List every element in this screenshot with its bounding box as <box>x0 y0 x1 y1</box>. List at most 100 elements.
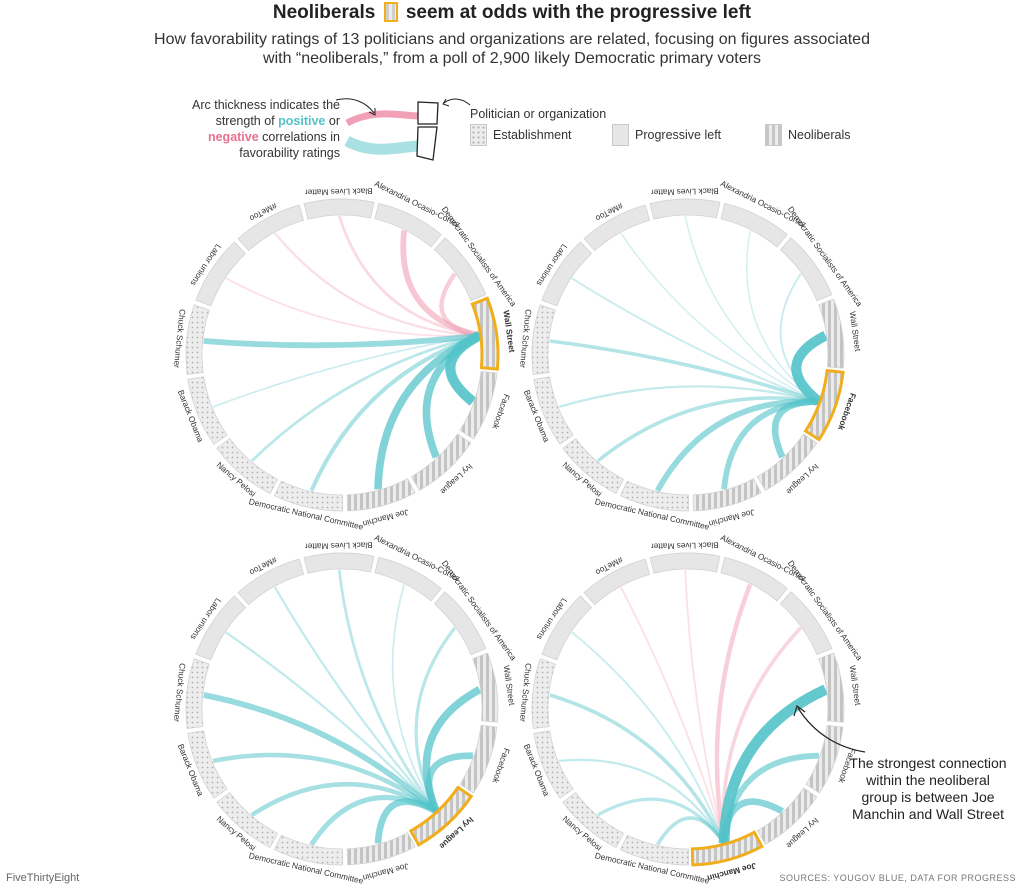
node-label-facebook: Facebook <box>490 747 512 785</box>
segment-joe-manchin <box>346 832 416 866</box>
legend-establishment: Establishment <box>493 128 572 142</box>
annotation-text: The strongest connection within the neol… <box>849 755 1007 822</box>
legend-arc-outro: correlations in favorability ratings <box>239 130 340 160</box>
node-label-joe-manchin: Joe Manchin <box>707 507 755 529</box>
chord-nancy-pelosi <box>597 797 726 845</box>
node-label-black-lives-matter: Black Lives Matter <box>651 540 719 551</box>
segment-black-lives-matter <box>303 198 375 220</box>
segment-black-lives-matter <box>649 552 721 574</box>
chord-chuck-schumer <box>203 332 480 349</box>
chord-nancy-pelosi <box>250 334 480 462</box>
chord-nancy-pelosi <box>596 396 820 463</box>
legend-positive-word: positive <box>278 114 326 128</box>
legend-pointer-arrow-right <box>443 98 471 106</box>
legend-arc-intro: Arc thickness indicates the strength of <box>192 98 340 128</box>
chord-metoo <box>274 232 480 337</box>
legend-node-segment-top <box>417 101 439 125</box>
chord-chart-ivy-league: Black Lives Matter Alexandria Ocasio-Cort… <box>172 532 519 886</box>
chord-barack-obama <box>558 758 725 844</box>
chord-alexandria-ocasio-cortez <box>400 230 481 339</box>
segment-ivy-league <box>410 433 472 491</box>
segment-chuck-schumer <box>531 658 556 729</box>
segment-democratic-socialists-of-america <box>433 237 487 302</box>
node-label-joe-manchin: Joe Manchin <box>361 861 409 883</box>
node-label-chuck-schumer: Chuck Schumer <box>518 663 534 723</box>
chart-title: Neoliberals seem at odds with the progre… <box>0 2 1024 24</box>
segment-ivy-league <box>756 433 818 491</box>
legend-arc-explanation: Arc thickness indicates the strength of … <box>182 97 340 161</box>
segment-alexandria-ocasio-cortez <box>374 556 442 602</box>
chord-chuck-schumer <box>549 339 820 404</box>
node-label-chuck-schumer: Chuck Schumer <box>518 309 534 369</box>
segment-metoo <box>583 558 651 606</box>
chord-chuck-schumer <box>203 692 439 814</box>
chord-black-lives-matter <box>684 569 725 844</box>
node-label-black-lives-matter: Black Lives Matter <box>305 540 373 551</box>
chord-labor-unions <box>225 631 438 812</box>
chords <box>203 215 482 492</box>
legend-negative-word: negative <box>207 130 259 144</box>
segment-labor-unions <box>195 241 247 307</box>
chord-alexandria-ocasio-cortez <box>714 583 753 844</box>
segment-barack-obama <box>187 376 228 445</box>
node-label-joe-manchin: Joe Manchin <box>361 507 409 529</box>
chord-wall-street <box>422 686 482 813</box>
segment-barack-obama <box>187 730 228 799</box>
chord-alexandria-ocasio-cortez <box>391 584 438 812</box>
chord-ivy-league <box>771 398 819 459</box>
segment-chuck-schumer <box>185 658 210 729</box>
segment-nancy-pelosi <box>562 792 625 849</box>
footer-brand: FiveThirtyEight <box>6 872 80 884</box>
neoliberal-swatch-icon <box>383 2 398 22</box>
segment-alexandria-ocasio-cortez <box>720 202 788 248</box>
segment-joe-manchin <box>692 478 762 512</box>
node-label-facebook: Facebook <box>490 393 512 431</box>
segment-democratic-socialists-of-america <box>433 591 487 656</box>
annotation-arrow <box>797 707 866 753</box>
segment-democratic-national-committee <box>619 480 690 512</box>
footer-sources: SOURCES: YOUGOV BLUE, DATA FOR PROGRESS <box>779 873 1016 883</box>
segment-nancy-pelosi <box>562 438 625 495</box>
segment-metoo <box>583 204 651 252</box>
legend-positive-arc <box>344 136 421 155</box>
segment-black-lives-matter <box>649 198 721 220</box>
segment-wall-street <box>818 298 845 369</box>
focus-highlight-wall-street <box>470 296 500 371</box>
segment-democratic-national-committee <box>273 834 344 866</box>
legend-progressive: Progressive left <box>635 128 722 142</box>
legend: Arc thickness indicates the strength of … <box>0 0 1024 180</box>
node-label-chuck-schumer: Chuck Schumer <box>172 309 188 369</box>
chord-chuck-schumer <box>549 693 726 845</box>
chord-metoo <box>620 586 725 844</box>
segment-nancy-pelosi <box>216 792 279 849</box>
node-label-black-lives-matter: Black Lives Matter <box>651 186 719 197</box>
node-label-wall-street: Wall Street <box>502 665 518 707</box>
segment-chuck-schumer <box>185 304 210 375</box>
focus-highlight-ivy-league <box>408 785 474 847</box>
legend-neoliberals: Neoliberals <box>788 128 851 142</box>
chord-metoo <box>273 586 438 812</box>
progressive-swatch-icon <box>612 124 629 146</box>
title-start: Neoliberals <box>272 2 376 23</box>
chords <box>203 569 482 846</box>
segment-wall-street <box>472 652 499 723</box>
chord-facebook <box>445 330 482 406</box>
chord-wall-street <box>791 330 828 406</box>
chord-chart-wall-street: Black Lives Matter Alexandria Ocasio-Cort… <box>172 178 519 532</box>
chord-democratic-national-committee <box>655 816 726 846</box>
legend-node-label: Politician or organization <box>470 107 607 121</box>
chord-barack-obama <box>558 385 820 409</box>
node-label-chuck-schumer: Chuck Schumer <box>172 663 188 723</box>
segment-labor-unions <box>541 241 593 307</box>
chord-labor-unions <box>571 631 725 844</box>
node-label-wall-street: Wall Street <box>848 311 864 353</box>
establishment-swatch-icon <box>470 124 487 146</box>
node-label-wall-street: Wall Street <box>501 309 517 353</box>
segment-alexandria-ocasio-cortez <box>374 202 442 248</box>
legend-pointer-arrowhead-left <box>368 108 376 116</box>
focus-highlight-facebook <box>803 368 845 442</box>
segment-barack-obama <box>533 376 574 445</box>
segment-barack-obama <box>533 730 574 799</box>
segment-labor-unions <box>541 595 593 661</box>
